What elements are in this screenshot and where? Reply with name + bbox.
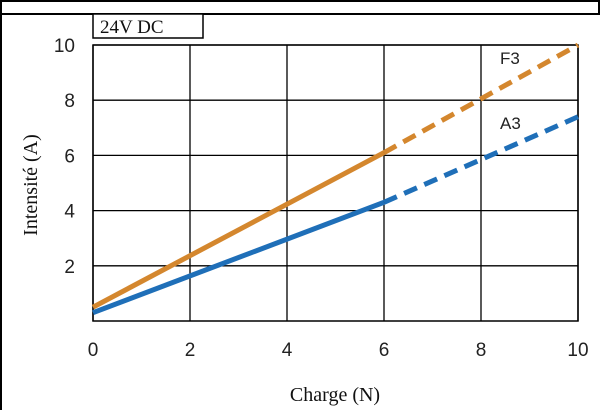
- labels-group: F3 A3 0 2 4 6 8 10 2 4 6 8 10: [54, 36, 589, 361]
- x-tick-label-10: 10: [567, 340, 588, 361]
- series-a3-solid-line: [92, 199, 385, 316]
- y-tick-label-4: 4: [64, 202, 75, 223]
- x-axis-title: Charge (N): [290, 384, 380, 406]
- series-f3-solid-line: [91, 150, 386, 310]
- series-a3-dashed-line: [382, 114, 580, 205]
- chart-title: 24V DC: [100, 17, 164, 38]
- y-tick-label-2: 2: [64, 257, 75, 278]
- x-tick-label-0: 0: [88, 340, 99, 361]
- series-label-f3: F3: [500, 49, 520, 68]
- x-tick-label-6: 6: [379, 340, 390, 361]
- y-tick-label-8: 8: [64, 91, 75, 112]
- plot-frame: [92, 44, 579, 322]
- series-f3-dashed-line: [382, 42, 580, 155]
- series-label-a3: A3: [500, 114, 521, 133]
- chart-title-box: [92, 13, 204, 39]
- x-tick-label-4: 4: [282, 340, 293, 361]
- plot-area-border: [92, 44, 579, 322]
- y-tick-label-10: 10: [54, 36, 75, 57]
- y-axis-title: Intensité (A): [20, 134, 42, 236]
- y-tick-label-6: 6: [64, 146, 75, 167]
- x-tick-label-8: 8: [476, 340, 487, 361]
- x-tick-label-2: 2: [185, 340, 196, 361]
- series-group: [91, 42, 580, 316]
